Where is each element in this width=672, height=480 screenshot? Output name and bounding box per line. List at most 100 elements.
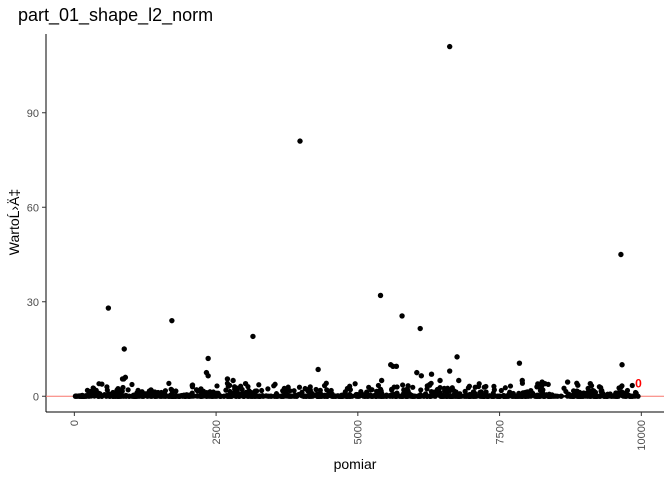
x-tick-label: 5000 bbox=[353, 420, 365, 444]
data-point bbox=[466, 383, 473, 389]
data-point bbox=[542, 380, 548, 387]
data-point bbox=[378, 377, 385, 384]
data-point bbox=[169, 317, 175, 324]
data-point bbox=[405, 383, 411, 389]
data-point bbox=[418, 373, 425, 379]
data-point bbox=[224, 376, 231, 382]
x-tick-label: 2500 bbox=[211, 420, 223, 444]
data-point bbox=[296, 384, 303, 390]
data-point bbox=[173, 388, 179, 394]
data-point bbox=[214, 383, 220, 389]
data-point bbox=[250, 333, 256, 340]
x-tick-label: 0 bbox=[69, 420, 81, 426]
data-point bbox=[618, 251, 624, 258]
data-point bbox=[516, 360, 523, 366]
data-point bbox=[230, 377, 236, 384]
data-point bbox=[491, 383, 497, 389]
data-point bbox=[394, 384, 400, 390]
data-point bbox=[297, 138, 303, 144]
data-point bbox=[317, 387, 323, 393]
y-axis-title: WartoĹ›Ä‡ bbox=[6, 189, 22, 255]
data-points bbox=[105, 43, 625, 388]
data-point bbox=[291, 388, 297, 394]
data-point bbox=[417, 325, 423, 332]
data-point bbox=[105, 305, 112, 311]
data-point bbox=[481, 384, 487, 390]
data-point bbox=[430, 389, 436, 396]
data-point bbox=[93, 387, 99, 393]
x-tick-label: 7500 bbox=[494, 420, 506, 444]
data-point bbox=[369, 387, 375, 393]
data-point bbox=[227, 388, 233, 395]
data-point bbox=[265, 386, 271, 392]
data-point bbox=[498, 387, 504, 394]
data-point bbox=[342, 389, 348, 395]
data-point bbox=[437, 377, 443, 384]
data-point bbox=[446, 368, 453, 374]
data-point bbox=[106, 391, 112, 397]
data-point bbox=[456, 377, 462, 384]
data-point bbox=[475, 383, 482, 390]
data-point bbox=[375, 382, 382, 389]
data-point bbox=[507, 389, 513, 395]
data-point bbox=[125, 387, 131, 393]
data-point bbox=[441, 388, 448, 394]
data-point bbox=[121, 346, 127, 352]
data-point bbox=[256, 382, 262, 388]
highlight-group: 0 bbox=[635, 377, 642, 391]
data-point bbox=[462, 388, 468, 394]
data-point bbox=[377, 292, 384, 299]
data-point bbox=[259, 387, 265, 394]
data-point bbox=[129, 381, 135, 388]
data-point bbox=[223, 387, 229, 393]
data-point bbox=[446, 43, 453, 50]
data-point bbox=[364, 389, 370, 395]
data-point bbox=[328, 387, 334, 394]
dense-points-band bbox=[72, 380, 641, 399]
data-point bbox=[587, 380, 593, 387]
data-point bbox=[537, 387, 544, 394]
y-tick-label: 30 bbox=[27, 297, 39, 309]
data-point bbox=[453, 390, 459, 396]
data-point bbox=[410, 384, 416, 390]
data-point bbox=[400, 382, 406, 388]
data-point bbox=[616, 385, 622, 391]
data-point bbox=[629, 382, 635, 389]
data-point bbox=[352, 381, 358, 387]
chart-title: part_01_shape_l2_norm bbox=[18, 5, 214, 25]
data-point bbox=[437, 385, 443, 391]
data-point bbox=[575, 382, 581, 388]
data-point bbox=[104, 384, 110, 390]
data-point bbox=[519, 377, 525, 384]
data-point bbox=[168, 386, 174, 392]
data-point bbox=[323, 380, 329, 386]
data-point bbox=[210, 389, 216, 395]
data-point bbox=[117, 388, 123, 394]
data-point bbox=[418, 387, 424, 393]
data-point bbox=[225, 383, 231, 389]
data-point bbox=[507, 383, 514, 389]
data-point bbox=[424, 383, 430, 389]
data-point bbox=[414, 369, 420, 376]
data-point bbox=[454, 354, 460, 360]
data-point bbox=[285, 384, 291, 390]
data-point bbox=[428, 371, 435, 377]
data-point bbox=[166, 380, 172, 386]
x-tick-label: 10000 bbox=[636, 420, 648, 451]
data-point bbox=[483, 389, 489, 395]
data-point bbox=[304, 387, 310, 393]
data-point bbox=[347, 387, 353, 393]
data-point bbox=[502, 385, 508, 391]
data-point bbox=[399, 313, 405, 319]
y-tick-label: 0 bbox=[33, 391, 39, 403]
data-point bbox=[376, 388, 382, 394]
data-point bbox=[242, 380, 249, 387]
data-point bbox=[393, 363, 400, 370]
data-point bbox=[205, 355, 211, 362]
data-point bbox=[632, 389, 639, 396]
data-point bbox=[315, 366, 321, 373]
data-point bbox=[84, 387, 91, 393]
data-point bbox=[122, 374, 129, 381]
data-point bbox=[189, 384, 196, 390]
